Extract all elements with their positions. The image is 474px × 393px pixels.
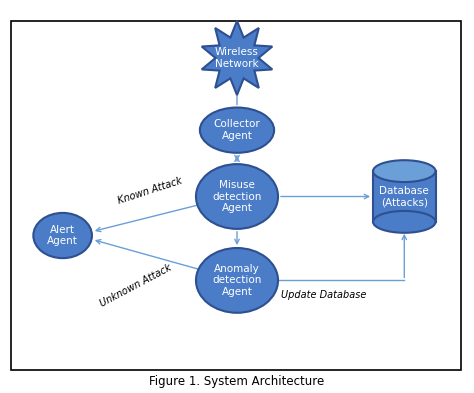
Ellipse shape [373, 160, 436, 182]
Text: Alert
Agent: Alert Agent [47, 225, 78, 246]
Text: Collector
Agent: Collector Agent [214, 119, 260, 141]
Ellipse shape [196, 248, 278, 313]
Ellipse shape [196, 164, 278, 229]
Text: Update Database: Update Database [282, 290, 367, 300]
Text: Unknown Attack: Unknown Attack [98, 263, 173, 309]
Text: Anomaly
detection
Agent: Anomaly detection Agent [212, 264, 262, 297]
Text: Figure 1. System Architecture: Figure 1. System Architecture [149, 375, 325, 388]
Ellipse shape [200, 108, 274, 153]
Ellipse shape [373, 211, 436, 233]
Text: Misuse
detection
Agent: Misuse detection Agent [212, 180, 262, 213]
Polygon shape [202, 21, 272, 95]
Text: Known Attack: Known Attack [116, 176, 183, 206]
Text: Wireless
Network: Wireless Network [215, 47, 259, 69]
Ellipse shape [33, 213, 92, 258]
FancyBboxPatch shape [373, 171, 436, 222]
Text: Database
(Attacks): Database (Attacks) [379, 186, 429, 207]
